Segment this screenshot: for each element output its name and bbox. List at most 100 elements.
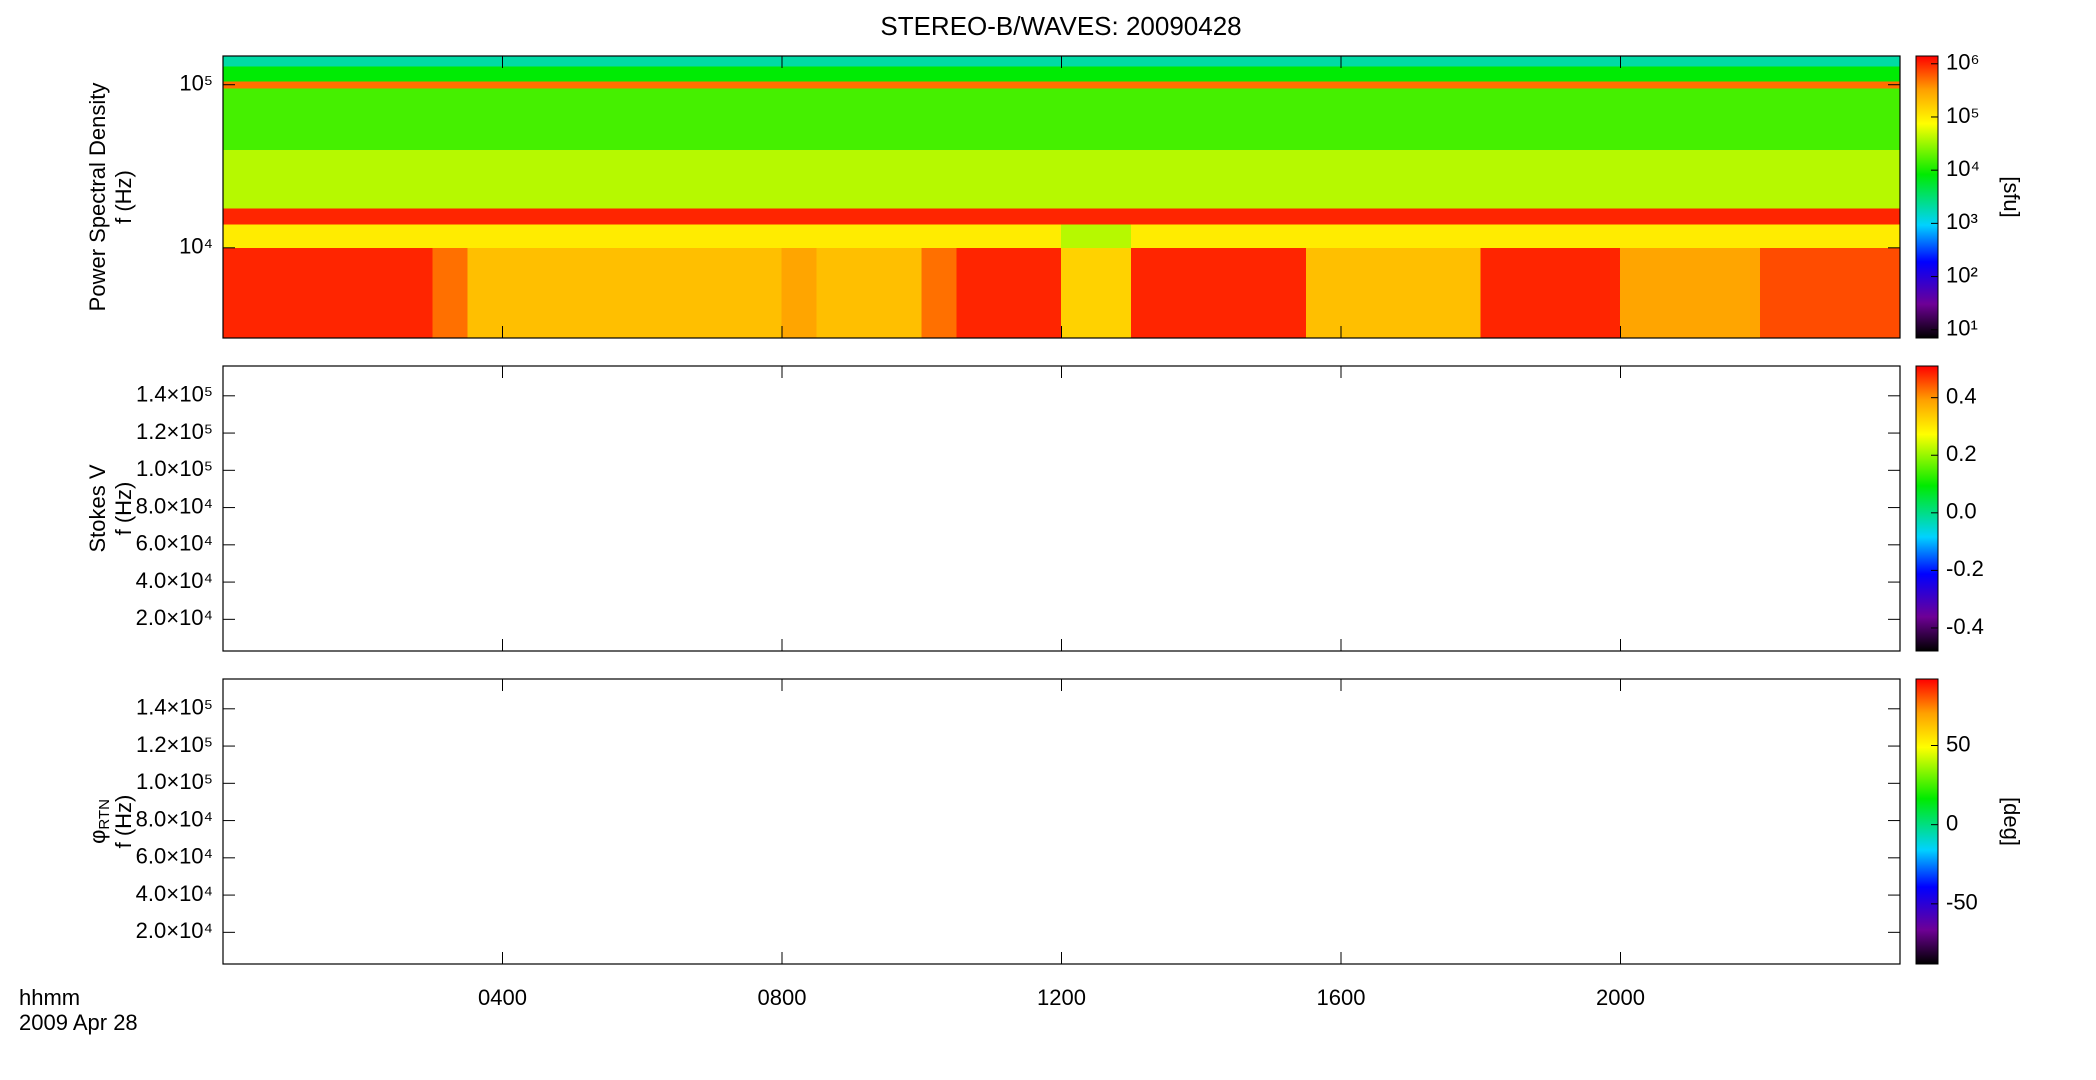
- heatmap-cell: [222, 149, 259, 209]
- heatmap-cell: [397, 207, 433, 225]
- heatmap-cell: [1794, 207, 1831, 225]
- heatmap-cell: [537, 207, 573, 225]
- heatmap-cell: [432, 55, 468, 67]
- heatmap-cell: [327, 149, 364, 209]
- heatmap-cell: [1515, 55, 1551, 67]
- heatmap-cell: [1026, 247, 1062, 339]
- heatmap-cell: [1340, 223, 1377, 249]
- heatmap-cell: [1131, 223, 1167, 249]
- heatmap-cell: [1445, 55, 1482, 67]
- heatmap-cell: [851, 223, 888, 249]
- heatmap-cell: [257, 223, 294, 249]
- heatmap-cell: [257, 207, 294, 225]
- heatmap-cell: [1620, 80, 1656, 89]
- heatmap-cell: [1200, 207, 1237, 225]
- heatmap-cell: [502, 149, 538, 209]
- heatmap-cell: [292, 207, 329, 225]
- heatmap-cell: [1620, 149, 1656, 209]
- heatmap-cell: [851, 149, 888, 209]
- heatmap-cell: [816, 88, 853, 150]
- heatmap-cell: [537, 65, 573, 82]
- heatmap-cell: [1829, 247, 1866, 339]
- heatmap-cell: [1235, 207, 1272, 225]
- heatmap-cell: [1131, 207, 1167, 225]
- heatmap-cell: [1620, 55, 1656, 67]
- heatmap-cell: [1759, 207, 1796, 225]
- heatmap-cell: [1864, 65, 1901, 82]
- heatmap-cell: [1794, 65, 1831, 82]
- heatmap-cell: [1690, 55, 1726, 67]
- heatmap-cell: [991, 65, 1027, 82]
- colorbar-tick-label: 0.4: [1946, 383, 1977, 408]
- heatmap-cell: [1725, 55, 1761, 67]
- heatmap-cell: [537, 80, 573, 89]
- heatmap-cell: [1759, 55, 1796, 67]
- heatmap-cell: [1375, 207, 1412, 225]
- heatmap-cell: [502, 247, 538, 339]
- heatmap-cell: [222, 207, 259, 225]
- heatmap-cell: [1864, 149, 1901, 209]
- y-tick-label: 1.4×10⁵: [136, 695, 213, 720]
- heatmap-cell: [1200, 55, 1237, 67]
- heatmap-cell: [1515, 149, 1551, 209]
- heatmap-cell: [991, 80, 1027, 89]
- heatmap-cell: [1131, 247, 1167, 339]
- heatmap-cell: [1515, 207, 1551, 225]
- heatmap-cell: [921, 247, 957, 339]
- heatmap-cell: [1655, 80, 1691, 89]
- heatmap-cell: [781, 65, 818, 82]
- heatmap-cell: [1410, 247, 1447, 339]
- heatmap-cell: [1131, 149, 1167, 209]
- heatmap-cell: [676, 80, 713, 89]
- heatmap-cell: [1690, 80, 1726, 89]
- heatmap-cell: [1305, 88, 1342, 150]
- heatmap-cell: [1515, 65, 1551, 82]
- heatmap-cell: [537, 88, 573, 150]
- heatmap-cell: [886, 80, 923, 89]
- heatmap-cell: [1270, 80, 1307, 89]
- heatmap-cell: [746, 80, 783, 89]
- heatmap-cell: [1794, 247, 1831, 339]
- heatmap-cell: [1585, 247, 1621, 339]
- heatmap-cell: [1061, 65, 1097, 82]
- heatmap-cell: [502, 65, 538, 82]
- heatmap-cell: [1620, 88, 1656, 150]
- heatmap-cell: [362, 65, 398, 82]
- heatmap-cell: [1270, 223, 1307, 249]
- heatmap-cell: [1305, 55, 1342, 67]
- heatmap-cell: [1620, 65, 1656, 82]
- heatmap-cell: [1270, 65, 1307, 82]
- colorbar-label: [sfu]: [1999, 176, 2024, 218]
- heatmap-cell: [1759, 80, 1796, 89]
- y-axis-label-unit: f (Hz): [111, 170, 136, 224]
- heatmap-cell: [1620, 223, 1656, 249]
- colorbar-tick-label: 10⁴: [1946, 156, 1980, 181]
- heatmap-cell: [991, 149, 1027, 209]
- heatmap-cell: [956, 55, 992, 67]
- heatmap-cell: [537, 223, 573, 249]
- heatmap-cell: [257, 65, 294, 82]
- heatmap-cell: [1725, 247, 1761, 339]
- heatmap-cell: [607, 207, 643, 225]
- heatmap-cell: [921, 88, 957, 150]
- heatmap-cell: [1026, 88, 1062, 150]
- heatmap-cell: [1235, 65, 1272, 82]
- heatmap-cell: [1759, 65, 1796, 82]
- heatmap-cell: [1655, 149, 1691, 209]
- heatmap-cell: [502, 223, 538, 249]
- heatmap-cell: [816, 80, 853, 89]
- colorbar-tick-label: 10³: [1946, 209, 1978, 234]
- heatmap-cell: [1270, 55, 1307, 67]
- heatmap-cell: [1061, 223, 1097, 249]
- heatmap-cell: [1270, 88, 1307, 150]
- heatmap-cell: [921, 65, 957, 82]
- heatmap-cell: [572, 247, 608, 339]
- heatmap-cell: [1375, 55, 1412, 67]
- heatmap-cell: [886, 88, 923, 150]
- heatmap-cell: [1235, 247, 1272, 339]
- x-tick-label: 2000: [1596, 985, 1645, 1010]
- heatmap-cell: [1690, 88, 1726, 150]
- x-tick-label: 1200: [1037, 985, 1086, 1010]
- colorbar-tick-label: 10²: [1946, 262, 1978, 287]
- heatmap-cell: [1829, 149, 1866, 209]
